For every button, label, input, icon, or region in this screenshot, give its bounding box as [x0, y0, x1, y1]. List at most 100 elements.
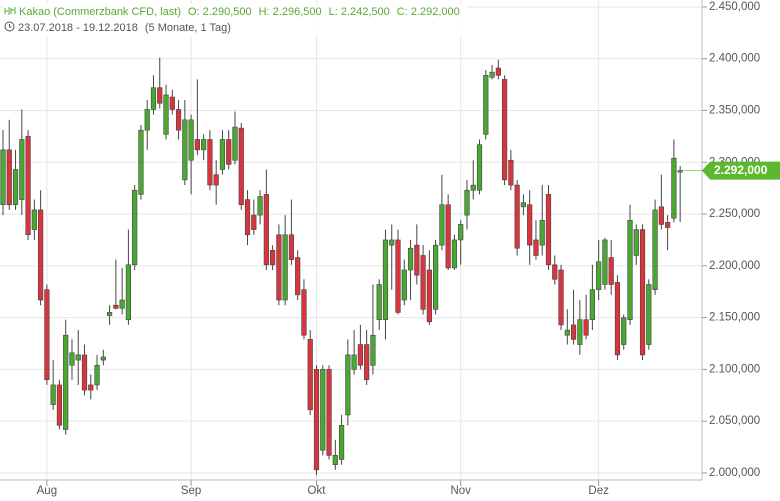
y-tick-label: 2.150,000 [709, 312, 760, 324]
candle-body [458, 224, 464, 241]
candle-body [621, 317, 627, 345]
candle-body [38, 209, 44, 301]
candle-body [451, 239, 458, 269]
candle-body [665, 222, 671, 228]
candle-body [288, 234, 295, 260]
candle-body [132, 189, 138, 266]
candle-body [545, 194, 552, 266]
candle-body [313, 369, 320, 471]
y-tick-label: 2.100,000 [709, 363, 760, 375]
last-price-label: 2.292,000 [714, 163, 768, 177]
candle-body [138, 129, 144, 195]
candle-body [326, 369, 332, 456]
candle-body [263, 194, 269, 266]
candle-body [251, 214, 257, 230]
candle-body [558, 269, 564, 326]
candle-body [257, 196, 263, 216]
candle-body [6, 149, 12, 206]
stat: H: 2.296,500 [258, 6, 322, 18]
header-line-2: 23.07.2018 - 19.12.2018 (5 Monate, 1 Tag) [4, 20, 467, 36]
candle-body [75, 354, 81, 361]
candle-body [476, 144, 483, 191]
candle-body [614, 282, 621, 356]
candle-body [552, 264, 558, 280]
candle-body [232, 126, 238, 161]
candle-body [270, 250, 276, 266]
candle-body [370, 334, 376, 366]
candle-body [338, 425, 345, 460]
candle-body [56, 384, 63, 426]
candle-body [0, 149, 6, 206]
candle-body [188, 119, 194, 161]
candle-body [483, 74, 489, 135]
candle-body [125, 264, 131, 320]
stat: L: 2.242,500 [328, 6, 390, 18]
icon [4, 7, 16, 15]
candle-body [345, 354, 351, 416]
candle-body [389, 239, 395, 246]
candle-body [81, 354, 88, 391]
candle-body [100, 356, 106, 361]
candle-body [433, 244, 439, 310]
candle-body [420, 255, 426, 310]
candle-body [646, 284, 652, 345]
candle-body [19, 139, 25, 200]
candle-body [602, 239, 608, 285]
candle-body [63, 334, 69, 430]
candle-body [106, 312, 113, 316]
candle-body [589, 289, 595, 320]
candle-body [219, 139, 226, 170]
candle-body [671, 157, 677, 219]
x-tick-label: Sep [181, 485, 201, 497]
candle-body [320, 369, 326, 451]
instrument: Kakao (Commerzbank CFD, last) [19, 6, 181, 18]
candle-body [501, 79, 508, 181]
candle-body [570, 324, 577, 340]
stat: O: 2.290,500 [188, 6, 252, 18]
candle-body [608, 257, 614, 285]
candle-body [395, 239, 401, 313]
candle-body [407, 247, 414, 271]
y-tick-label: 2.400,000 [709, 53, 760, 65]
candle-body [307, 339, 313, 411]
candle-body [382, 239, 389, 320]
candle-body [25, 136, 31, 236]
candle-body [50, 384, 56, 405]
candle-body [94, 364, 100, 386]
header-line-1: Kakao (Commerzbank CFD, last) O: 2.290,50… [4, 4, 467, 20]
candle-body [69, 352, 75, 366]
period: (5 Monate, 1 Tag) [144, 22, 231, 34]
candle-body [12, 169, 19, 206]
candle-body [489, 71, 495, 78]
y-tick-label: 2.250,000 [709, 208, 760, 220]
candle-body [238, 127, 244, 206]
x-tick-label: Nov [450, 485, 471, 497]
candle-body [520, 202, 527, 208]
candle-body [464, 189, 470, 216]
candle-body [276, 234, 282, 301]
candle-body [414, 244, 420, 276]
candle-body [119, 299, 125, 309]
candle-body [376, 284, 382, 320]
candle-body [658, 206, 664, 225]
candle-body [445, 204, 451, 269]
candle-body [627, 219, 633, 320]
header: Kakao (Commerzbank CFD, last) O: 2.290,50… [4, 4, 467, 36]
candle-body [163, 94, 169, 135]
y-tick-label: 2.450,000 [709, 1, 760, 13]
candle-body [357, 344, 363, 366]
y-tick-label: 2.000,000 [709, 467, 760, 479]
candle-body [527, 204, 533, 246]
candle-body [539, 219, 545, 246]
candle-body [182, 119, 188, 181]
candle-body [295, 257, 301, 296]
candle-body [652, 209, 658, 290]
candle-body [88, 384, 94, 391]
y-tick-label: 2.200,000 [709, 260, 760, 272]
candle-body [194, 139, 200, 151]
candle-body [633, 229, 639, 256]
candle-body [677, 170, 683, 173]
candle-body [583, 319, 589, 336]
candle-body [282, 234, 288, 301]
